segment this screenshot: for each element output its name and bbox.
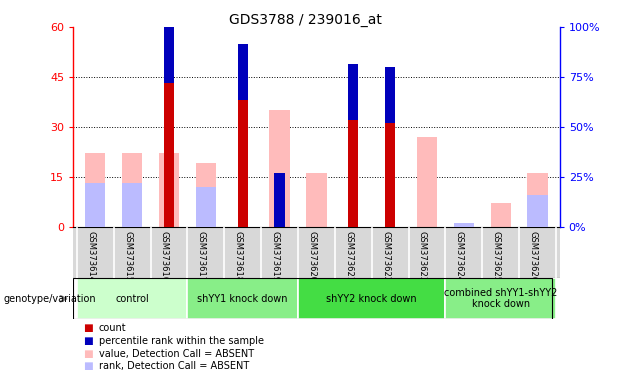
Bar — [164, 23, 174, 83]
Bar — [453, 223, 474, 227]
Text: GSM373618: GSM373618 — [233, 231, 243, 282]
Bar — [237, 100, 248, 227]
Text: GSM373622: GSM373622 — [381, 231, 390, 282]
Text: GSM373623: GSM373623 — [418, 231, 427, 282]
Text: GSM373620: GSM373620 — [307, 231, 317, 282]
Bar — [348, 64, 359, 120]
Bar — [274, 173, 285, 227]
Bar — [527, 173, 548, 227]
Text: control: control — [115, 293, 149, 304]
Bar — [77, 278, 188, 319]
Bar — [237, 44, 248, 100]
Bar — [348, 120, 359, 227]
Text: count: count — [99, 323, 126, 333]
Bar — [270, 110, 289, 227]
Bar — [417, 137, 437, 227]
Bar — [159, 153, 179, 227]
Text: percentile rank within the sample: percentile rank within the sample — [99, 336, 263, 346]
Text: GDS3788 / 239016_at: GDS3788 / 239016_at — [229, 13, 382, 27]
Bar — [385, 123, 396, 227]
Text: GSM373619: GSM373619 — [270, 231, 280, 282]
Bar — [385, 68, 396, 123]
Text: ■: ■ — [83, 336, 92, 346]
Text: genotype/variation: genotype/variation — [3, 294, 96, 304]
Text: GSM373616: GSM373616 — [160, 231, 169, 282]
Bar — [527, 195, 548, 227]
Text: GSM373617: GSM373617 — [197, 231, 206, 282]
Text: ■: ■ — [83, 349, 92, 359]
Text: value, Detection Call = ABSENT: value, Detection Call = ABSENT — [99, 349, 254, 359]
Text: shYY2 knock down: shYY2 knock down — [326, 293, 417, 304]
Bar — [196, 187, 216, 227]
Text: ■: ■ — [83, 361, 92, 371]
Bar — [307, 173, 326, 227]
Bar — [85, 183, 106, 227]
Bar — [445, 278, 556, 319]
Text: GSM373621: GSM373621 — [344, 231, 353, 282]
Bar — [298, 278, 445, 319]
Text: GSM373614: GSM373614 — [86, 231, 95, 282]
Text: ■: ■ — [83, 323, 92, 333]
Bar — [122, 153, 142, 227]
Text: rank, Detection Call = ABSENT: rank, Detection Call = ABSENT — [99, 361, 249, 371]
Text: GSM373615: GSM373615 — [123, 231, 132, 282]
Bar — [196, 163, 216, 227]
Text: GSM373624: GSM373624 — [455, 231, 464, 282]
Bar — [122, 183, 142, 227]
Bar — [490, 203, 511, 227]
Text: GSM373625: GSM373625 — [492, 231, 501, 282]
Text: combined shYY1-shYY2
knock down: combined shYY1-shYY2 knock down — [444, 288, 557, 310]
Bar — [164, 83, 174, 227]
Bar — [188, 278, 298, 319]
Bar — [85, 153, 106, 227]
Text: GSM373626: GSM373626 — [529, 231, 537, 282]
Text: shYY1 knock down: shYY1 knock down — [197, 293, 288, 304]
